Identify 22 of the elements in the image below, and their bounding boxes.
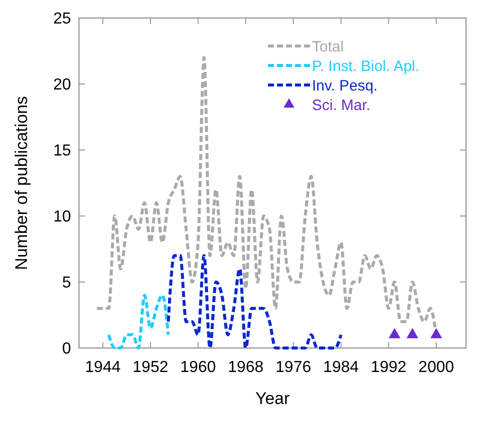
x-tick-label: 1976 [276,359,312,376]
y-tick-label: 5 [62,274,72,292]
legend-label: P. Inst. Biol. Apl. [312,58,420,75]
line-series [107,294,170,350]
x-axis-title: Year [255,389,290,408]
y-tick-label: 20 [53,76,72,94]
y-tick-label: 15 [53,142,72,160]
y-tick-label: 0 [62,340,72,358]
legend-label: Sci. Mar. [312,96,370,114]
y-axis-title: Number of publications [12,96,31,270]
line-series [166,254,342,350]
x-tick-label: 1992 [370,359,406,376]
x-tick-label: 1952 [132,359,168,376]
x-tick-label: 1968 [228,359,264,376]
x-tick-label: 2000 [418,359,454,376]
legend-label: Inv. Pesq. [312,77,378,94]
x-tick-label: 1960 [180,359,216,376]
y-tick-label: 25 [53,10,72,28]
y-tick-label: 10 [53,208,72,226]
x-tick-label: 1944 [85,359,121,376]
x-tick-label: 1984 [323,359,359,376]
legend-label: Total [312,38,344,56]
